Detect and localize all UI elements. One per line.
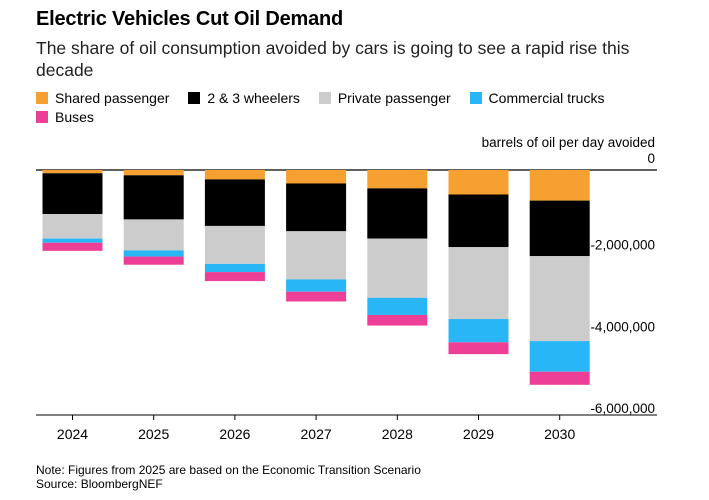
chart-subtitle: The share of oil consumption avoided by … (36, 38, 630, 80)
y-tick-label-1: -2,000,000 (590, 238, 655, 253)
bar-2029-commercial-trucks (448, 319, 509, 343)
legend-item-2-3-wheelers: 2 & 3 wheelers (188, 89, 300, 107)
bar-2027-shared-passenger (286, 170, 347, 184)
bar-2024-buses (42, 242, 103, 251)
legend-swatch-shared-passenger (36, 92, 48, 104)
legend-swatch-commercial-trucks (469, 92, 482, 104)
x-tick-label-2029: 2029 (463, 426, 494, 442)
bar-2025-shared-passenger (123, 170, 184, 176)
legend-row-1: Shared passenger 2 & 3 wheelers Private … (36, 89, 676, 108)
legend-swatch-2-3-wheelers (188, 92, 201, 104)
bar-2028-commercial-trucks (367, 297, 428, 315)
legend-item-shared-passenger: Shared passenger (36, 89, 169, 107)
bar-2027-buses (286, 291, 347, 302)
footnote: Note: Figures from 2025 are based on the… (36, 463, 421, 491)
legend-label-2-3-wheelers: 2 & 3 wheelers (207, 90, 300, 106)
bar-2030-2-3-wheelers (529, 200, 590, 257)
chart-title: Electric Vehicles Cut Oil Demand (36, 8, 344, 30)
bar-2026-buses (204, 272, 265, 282)
legend-label-commercial-trucks: Commercial trucks (488, 90, 605, 106)
bar-2024-commercial-trucks (42, 238, 103, 243)
bar-2027-2-3-wheelers (286, 183, 347, 232)
bar-2024-private-passenger (42, 214, 103, 239)
bar-2025-private-passenger (123, 219, 184, 251)
bar-2024-2-3-wheelers (42, 173, 103, 215)
x-tick-label-2028: 2028 (382, 426, 413, 442)
bar-2025-commercial-trucks (123, 250, 184, 257)
x-tick-label-2026: 2026 (219, 426, 250, 442)
bar-2029-private-passenger (448, 247, 509, 320)
legend-item-private-passenger: Private passenger (318, 89, 451, 107)
bar-2029-shared-passenger (448, 170, 509, 195)
bar-2024-shared-passenger (42, 170, 103, 174)
legend-label-shared-passenger: Shared passenger (55, 90, 170, 106)
plot-area: 0 -2,000,000 -4,000,000 -6,000,000 2024 2025 2… (36, 151, 657, 442)
bar-2028-shared-passenger (367, 170, 428, 189)
bar-2030-shared-passenger (529, 170, 590, 201)
x-tick-label-2025: 2025 (138, 426, 169, 442)
legend-label-buses: Buses (55, 109, 94, 125)
bar-2027-commercial-trucks (286, 279, 347, 292)
bar-2026-commercial-trucks (204, 263, 265, 273)
bar-2030-private-passenger (529, 256, 590, 342)
legend: Shared passenger 2 & 3 wheelers Private … (36, 89, 676, 127)
bar-2026-private-passenger (204, 225, 265, 264)
y-tick-label-2: -4,000,000 (590, 319, 655, 334)
source-text: Source: BloombergNEF (36, 477, 163, 491)
y-tick-label-3: -6,000,000 (590, 401, 655, 416)
bar-2028-buses (367, 314, 428, 326)
bar-2028-private-passenger (367, 238, 428, 298)
legend-swatch-private-passenger (318, 92, 331, 104)
legend-row-2: Buses (36, 108, 676, 127)
legend-item-buses: Buses (36, 108, 94, 126)
note-text: Note: Figures from 2025 are based on the… (36, 463, 421, 477)
bar-2025-buses (123, 256, 184, 265)
legend-label-private-passenger: Private passenger (337, 90, 451, 106)
bar-2025-2-3-wheelers (123, 175, 184, 220)
legend-swatch-buses (36, 111, 48, 123)
bar-2028-2-3-wheelers (367, 188, 428, 239)
y-axis-label: barrels of oil per day avoided (482, 135, 655, 150)
bar-2026-shared-passenger (204, 170, 265, 180)
bar-2030-commercial-trucks (529, 341, 590, 372)
bar-2030-buses (529, 371, 590, 385)
x-tick-label-2027: 2027 (301, 426, 332, 442)
legend-item-commercial-trucks: Commercial trucks (469, 89, 605, 107)
bar-2029-buses (448, 342, 509, 355)
y-tick-label-0: 0 (647, 151, 655, 166)
bar-2027-private-passenger (286, 231, 347, 280)
bar-2026-2-3-wheelers (204, 179, 265, 226)
x-tick-label-2030: 2030 (544, 426, 575, 442)
bar-2029-2-3-wheelers (448, 194, 509, 248)
x-tick-label-2024: 2024 (57, 426, 88, 442)
